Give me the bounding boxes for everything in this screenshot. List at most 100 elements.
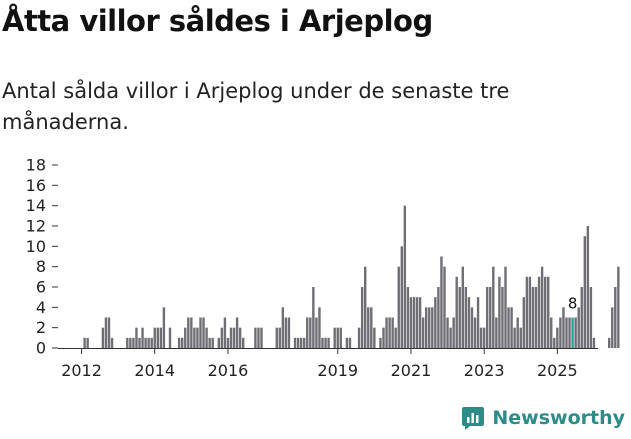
bar [147,337,150,348]
bar [299,337,303,348]
bar [184,327,187,348]
bar [482,327,486,348]
bar [525,276,529,348]
bar [190,317,193,348]
bar [534,287,538,348]
bar [574,317,577,348]
bar [452,317,455,348]
bar [425,307,428,348]
bar [562,307,565,348]
y-tick-label: 8 [36,257,46,276]
bar [510,307,513,348]
bar [382,327,385,348]
bar [559,317,562,348]
bar [104,317,108,348]
bar [141,327,144,348]
bar [504,266,507,348]
bar [373,327,376,348]
bar [238,327,242,348]
bar [199,317,202,348]
bar [144,337,147,348]
bar [312,287,315,348]
bar [327,337,330,348]
bar [254,327,257,348]
bar [470,307,474,348]
bar [516,317,519,348]
y-tick-label: 6 [36,278,46,297]
bar [550,317,553,348]
bar [586,226,590,348]
bar [303,337,306,348]
y-tick-label: 2 [36,318,46,337]
bar [476,297,480,348]
chart-title: Åtta villor såldes i Arjeplog [2,4,433,38]
bar [150,337,153,348]
x-tick-label: 2019 [317,361,358,380]
bar [553,337,556,348]
bar [257,327,260,348]
bar [129,337,132,348]
bar [138,337,141,348]
bar [217,337,220,348]
bar [397,266,400,348]
bar [193,327,196,348]
bar [489,287,492,348]
bar [385,317,388,348]
bar [464,287,468,348]
bar [336,327,339,348]
bar [275,327,278,348]
bar [242,337,245,348]
bar [177,337,181,348]
bar [455,276,458,348]
bar [132,337,135,348]
bar [437,287,440,348]
bar [306,317,309,348]
bar [592,337,596,348]
bar [556,327,559,348]
bar [287,317,291,348]
bar [486,287,489,348]
bar [168,327,172,348]
bar [101,327,105,348]
bar [577,307,580,348]
y-tick-label: 10 [26,237,46,256]
bar [415,297,419,348]
bar [202,317,205,348]
bar [403,205,407,348]
bar [367,307,370,348]
bar [443,266,446,348]
bar [522,297,525,348]
bar [181,337,184,348]
bar [126,337,129,348]
bar [278,327,281,348]
bar [364,266,367,348]
bar [83,337,86,348]
bar [428,307,431,348]
bar [220,327,224,348]
y-tick-label: 14 [26,196,46,215]
bar [492,266,495,348]
bar [446,317,449,348]
bar [309,317,312,348]
bar [568,317,571,348]
bar [473,317,477,348]
bar [458,287,461,348]
bar [400,246,403,348]
highlighted-bar [571,317,574,348]
bar [318,307,321,348]
newsworthy-logo-icon [462,407,485,430]
bar [379,337,382,348]
x-tick-label: 2014 [134,361,175,380]
x-tick-label: 2023 [464,361,505,380]
brand-name: Newsworthy [492,407,625,429]
bar [461,266,464,348]
bar [540,266,544,348]
bar [537,276,541,348]
y-tick-label: 4 [36,298,46,317]
y-tick-label: 12 [26,217,46,236]
bar [284,317,288,348]
x-tick-label: 2021 [391,361,432,380]
bar [406,287,410,348]
bar [187,317,190,348]
